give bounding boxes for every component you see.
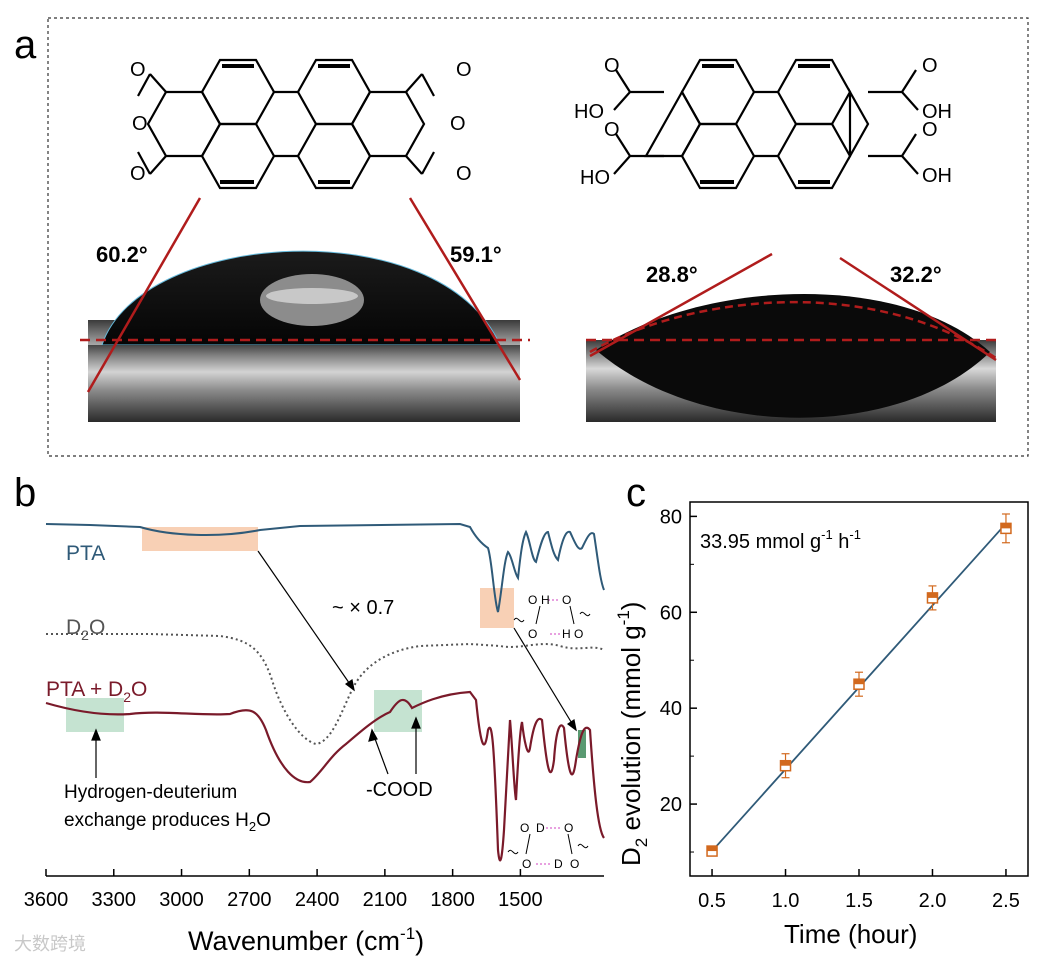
- ftir-plot: PTA D2O PTA + D2O ~ × 0.7 Hydrogen-deute…: [24, 522, 605, 956]
- hbond-bot-d2: D: [554, 857, 563, 871]
- chart-c-y-label: D2 evolution (mmol g-1): [614, 602, 651, 866]
- chart-c-y-tick-label: 20: [660, 794, 682, 816]
- label-d2o: D2O: [66, 616, 105, 643]
- molecule-pta: [613, 58, 919, 190]
- mol-left-o1: O: [130, 59, 146, 81]
- chart-c-marks: [706, 513, 1012, 857]
- droplet-photo-right: [586, 252, 997, 422]
- hbond-top-h2: H: [562, 627, 571, 641]
- chart-c-y-tick-label: 60: [660, 602, 682, 624]
- ftir-x-tick-label: 3000: [159, 889, 204, 911]
- mol-left-o5: O: [450, 113, 466, 135]
- ftir-x-tick-label: 3300: [92, 889, 137, 911]
- angle-line-right-2: [839, 256, 997, 362]
- data-point-fill: [1000, 523, 1011, 529]
- hbond-bot-o2: O: [564, 821, 573, 835]
- panel-c-letter: c: [626, 471, 646, 515]
- data-point-fill: [780, 760, 791, 766]
- ftir-x-tick-label: 3600: [24, 889, 69, 911]
- ftir-x-label: Wavenumber (cm-1): [188, 924, 424, 956]
- ftir-x-tick-label: 2700: [227, 889, 272, 911]
- hbond-bot-o1: O: [520, 821, 529, 835]
- label-scale-note: ~ × 0.7: [332, 597, 394, 619]
- angle-label-60: 60.2°: [96, 242, 148, 267]
- mol-right-oh1: OH: [922, 101, 952, 123]
- hbond-bot-o4: O: [570, 857, 579, 871]
- hbond-top-o3: O: [528, 627, 537, 641]
- hbond-top-o4: O: [574, 627, 583, 641]
- chart-c-y-tick-label: 40: [660, 698, 682, 720]
- chart-c-y-tick-label: 80: [660, 506, 682, 528]
- watermark-text: 大数跨境: [14, 934, 86, 954]
- data-point-fill: [927, 592, 938, 598]
- mol-left-o4: O: [456, 59, 472, 81]
- droplet-photo-left: [80, 197, 530, 422]
- ftir-x-tick-label: 1800: [430, 889, 475, 911]
- label-cood: -COOD: [366, 779, 433, 801]
- spectrum-pta-d2o: [45, 690, 605, 862]
- data-point-fill: [854, 679, 864, 685]
- hbond-bot-d1: D: [536, 821, 545, 835]
- ftir-x-ticks: 3600 3300 3000 2700 2400 2100 1800 1500: [24, 869, 543, 911]
- d2-evolution-chart: 20 40 60 80 0.5 1.0 1.5 2.0 2.5 33.95 mmol g-1 …: [614, 501, 1029, 949]
- hbond-top-h1: H: [541, 593, 550, 607]
- rate-annotation: 33.95 mmol g-1 h-1: [700, 527, 861, 553]
- mol-right-o4: O: [922, 119, 938, 141]
- angle-line-left-1: [86, 197, 202, 393]
- chart-c-x-tick-label: 1.5: [845, 890, 873, 912]
- mol-right-ho2: HO: [580, 167, 610, 189]
- chart-c-x-tick-label: 1.0: [772, 890, 800, 912]
- ftir-x-tick-label: 2100: [363, 889, 408, 911]
- mol-left-o2: O: [132, 113, 148, 135]
- hbond-top-o1: O: [528, 593, 537, 607]
- chart-c-x-tick-label: 2.5: [992, 890, 1020, 912]
- ftir-x-tick-label: 1500: [498, 889, 543, 911]
- chart-c-x-label: Time (hour): [784, 919, 917, 949]
- label-hd-exchange-2: exchange produces H2O: [64, 810, 271, 834]
- molecule-ptcda: [137, 58, 435, 190]
- hbond-top-o2: O: [562, 593, 571, 607]
- angle-label-32: 32.2°: [890, 262, 942, 287]
- label-pta-d2o: PTA + D2O: [46, 678, 147, 705]
- mol-right-oh2: OH: [922, 165, 952, 187]
- panel-a-frame: [47, 17, 1029, 457]
- hbond-bot-o3: O: [522, 857, 531, 871]
- angle-line-left-2: [408, 197, 522, 381]
- chart-c-x-tick-label: 2.0: [919, 890, 947, 912]
- label-pta: PTA: [66, 542, 105, 565]
- spectrum-pta: [45, 522, 605, 613]
- chart-c-x-tick-label: 0.5: [698, 890, 726, 912]
- mol-right-o1: O: [604, 55, 620, 77]
- highlight-cd-small: [578, 730, 586, 758]
- panel-b-letter: b: [14, 471, 36, 515]
- annotation-arrows: [91, 550, 577, 778]
- mol-left-o6: O: [456, 163, 472, 185]
- chart-c-y-ticks: 20 40 60 80: [660, 506, 697, 853]
- mol-left-o3: O: [130, 163, 146, 185]
- label-hd-exchange-1: Hydrogen-deuterium: [64, 782, 237, 803]
- hbond-dimer-od: O D O O D O: [507, 821, 589, 871]
- angle-label-28: 28.8°: [646, 262, 698, 287]
- hbond-dimer-oh: O H O O H O: [513, 593, 591, 641]
- angle-label-59: 59.1°: [450, 242, 502, 267]
- mol-right-o2: O: [604, 119, 620, 141]
- mol-right-o3: O: [922, 55, 938, 77]
- panel-a-letter: a: [14, 23, 37, 67]
- data-point-fill: [707, 846, 718, 852]
- chart-c-x-ticks: 0.5 1.0 1.5 2.0 2.5: [698, 869, 1020, 912]
- mol-right-ho1: HO: [574, 101, 604, 123]
- ftir-x-tick-label: 2400: [295, 889, 340, 911]
